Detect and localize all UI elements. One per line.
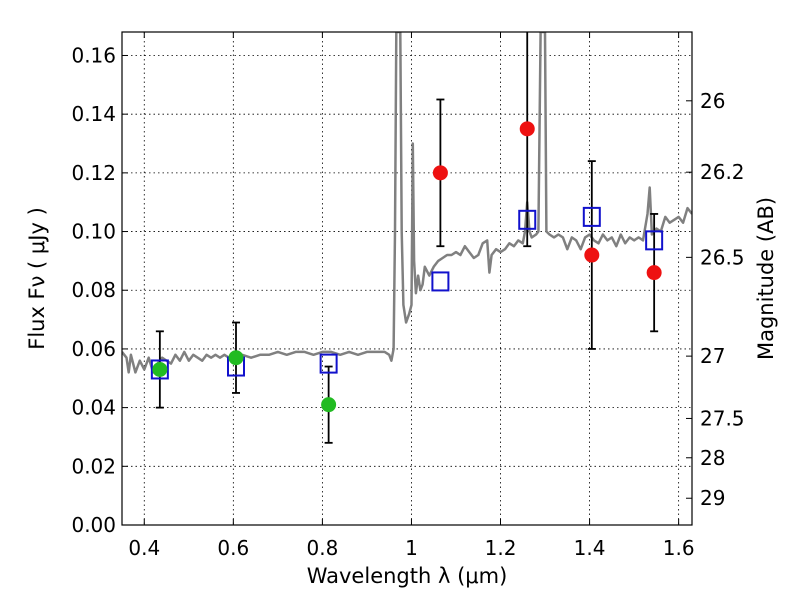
ticks: 0.4 0.6 0.8 1 1.2 1.4 1.6 0.00 0.02 0.04 0.06 0.08 0… [71,32,745,560]
model-square-marker [150,359,169,380]
y2-tick-label: 26.5 [700,245,745,269]
y-tick-label: 0.14 [71,102,116,126]
x-tick-label: 1 [405,536,418,560]
y2-tick-label: 26 [700,89,725,113]
x-tick-label: 1.4 [574,536,606,560]
y2-tick-label: 29 [700,486,725,510]
y-tick-label: 0.06 [71,337,116,361]
y-tick-label: 0.00 [71,513,116,537]
y2-axis-label: Magnitude (AB) [754,197,778,360]
x-tick-label: 0.4 [128,536,160,560]
plot-frame [121,31,693,526]
y-tick-label: 0.08 [71,278,116,302]
spectrum-line [122,32,692,374]
model-square-marker [582,206,601,227]
y-tick-label: 0.02 [71,454,116,478]
y2-tick-label: 27.5 [700,406,745,430]
photometry-point [584,247,600,263]
model-square-marker [319,353,338,374]
x-tick-label: 0.6 [217,536,249,560]
photometry-point [432,165,448,181]
y-tick-label: 0.12 [71,161,116,185]
y-tick-label: 0.16 [71,43,116,67]
data-points [150,32,664,444]
spectrum-layer [122,32,692,374]
y-tick-label: 0.04 [71,396,116,420]
x-tick-label: 1.2 [485,536,517,560]
model-square-marker [645,230,664,251]
x-tick-label: 0.8 [306,536,338,560]
photometry-point [646,265,662,281]
x-axis-label: Wavelength λ (μm) [307,564,508,588]
model-square-marker [431,271,450,292]
grid [122,32,692,525]
y2-tick-label: 27 [700,344,725,368]
model-square-marker [518,209,537,230]
photometry-point [321,397,337,413]
y2-tick-label: 28 [700,446,725,470]
photometry-point [228,350,244,366]
y-axis-label: Flux Fν ( μJy ) [25,207,49,350]
photometry-point [152,361,168,377]
y2-tick-label: 26.2 [700,160,745,184]
x-tick-label: 1.6 [663,536,695,560]
y-tick-label: 0.10 [71,220,116,244]
photometry-point [519,121,535,137]
